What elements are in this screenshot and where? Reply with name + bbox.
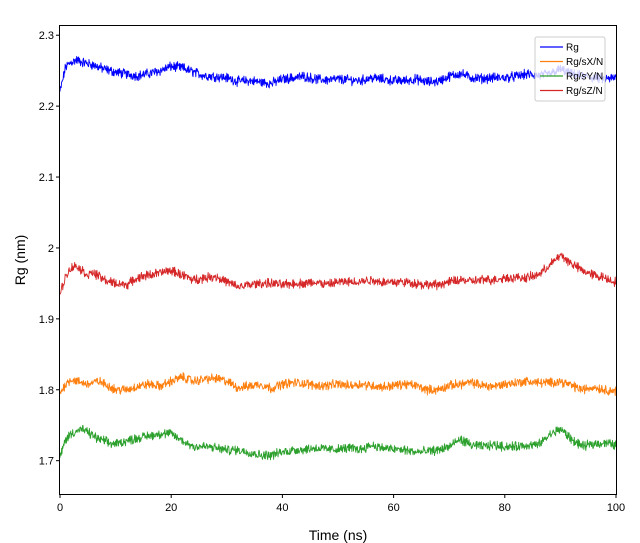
series-line-2 (59, 372, 617, 397)
legend-label: Rg/sY/N (566, 72, 603, 83)
series-layer (59, 55, 617, 461)
series-line-4 (59, 252, 617, 295)
legend-box (534, 36, 606, 102)
y-tick-label: 1.9 (39, 314, 54, 326)
x-tick-label: 60 (387, 502, 399, 514)
y-tick-label: 1.7 (39, 456, 54, 468)
x-axis-title: Time (ns) (309, 527, 368, 543)
legend-label: Rg (566, 43, 579, 54)
legend: Rg Rg/sX/N Rg/sY/N Rg/sZ/N (534, 36, 606, 102)
series-line-1 (59, 55, 617, 92)
x-tick-label: 0 (57, 502, 63, 514)
series-line-3 (59, 424, 617, 461)
legend-label: Rg/sX/N (566, 57, 603, 68)
y-tick-label: 2.2 (39, 101, 54, 113)
y-tick-label: 2.3 (39, 30, 54, 42)
x-axis-ticks: 0 20 40 60 80 100 (57, 494, 625, 514)
x-tick-label: 20 (165, 502, 177, 514)
y-tick-label: 2 (48, 243, 54, 255)
y-axis-ticks: 1.7 1.8 1.9 2 2.1 2.2 2.3 (39, 30, 60, 468)
x-tick-label: 100 (607, 502, 625, 514)
y-axis-title: Rg (nm) (12, 235, 28, 286)
y-tick-label: 2.1 (39, 172, 54, 184)
x-tick-label: 80 (499, 502, 511, 514)
x-tick-label: 40 (276, 502, 288, 514)
legend-label: Rg/sZ/N (566, 86, 603, 97)
plot-frame (59, 25, 617, 495)
y-tick-label: 1.8 (39, 385, 54, 397)
